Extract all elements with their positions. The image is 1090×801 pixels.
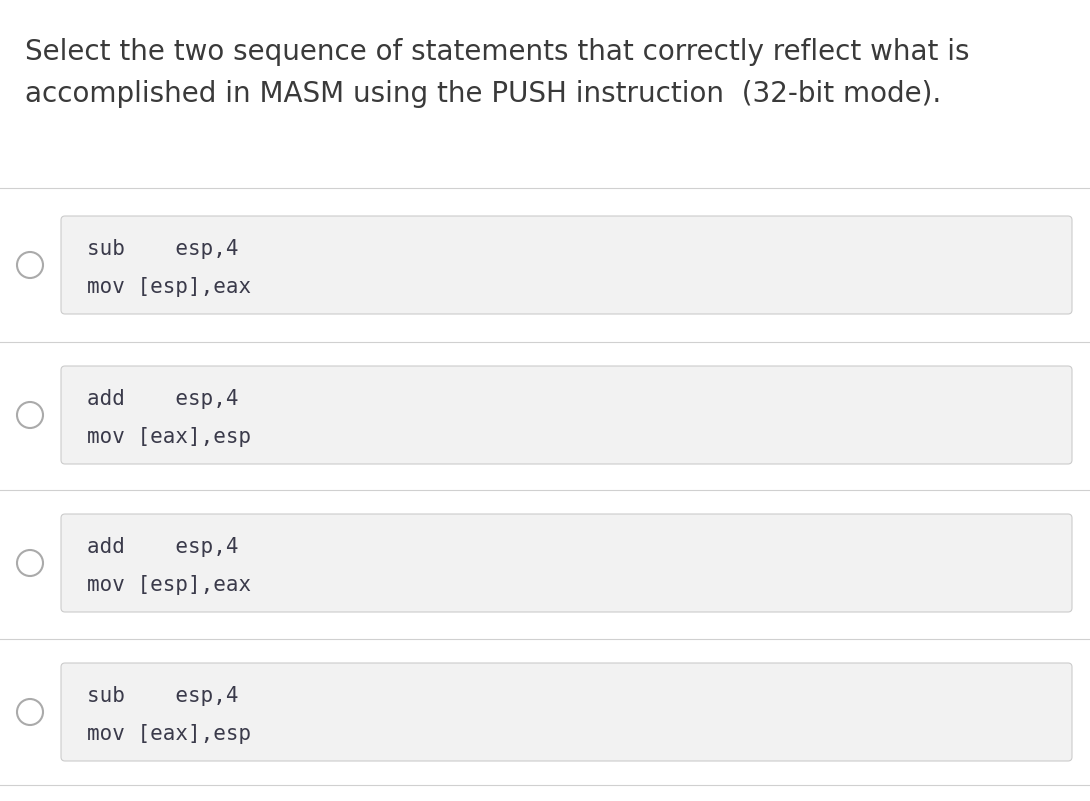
FancyBboxPatch shape <box>61 366 1071 464</box>
FancyBboxPatch shape <box>61 216 1071 314</box>
Text: add    esp,4: add esp,4 <box>87 389 239 409</box>
Text: mov [eax],esp: mov [eax],esp <box>87 724 251 744</box>
Text: mov [esp],eax: mov [esp],eax <box>87 575 251 595</box>
Text: add    esp,4: add esp,4 <box>87 537 239 557</box>
Text: sub    esp,4: sub esp,4 <box>87 239 239 259</box>
Text: accomplished in MASM using the PUSH instruction  (32-bit mode).: accomplished in MASM using the PUSH inst… <box>25 80 942 108</box>
FancyBboxPatch shape <box>61 663 1071 761</box>
Text: mov [esp],eax: mov [esp],eax <box>87 277 251 297</box>
Text: mov [eax],esp: mov [eax],esp <box>87 427 251 447</box>
Text: sub    esp,4: sub esp,4 <box>87 686 239 706</box>
FancyBboxPatch shape <box>61 514 1071 612</box>
Text: Select the two sequence of statements that correctly reflect what is: Select the two sequence of statements th… <box>25 38 969 66</box>
